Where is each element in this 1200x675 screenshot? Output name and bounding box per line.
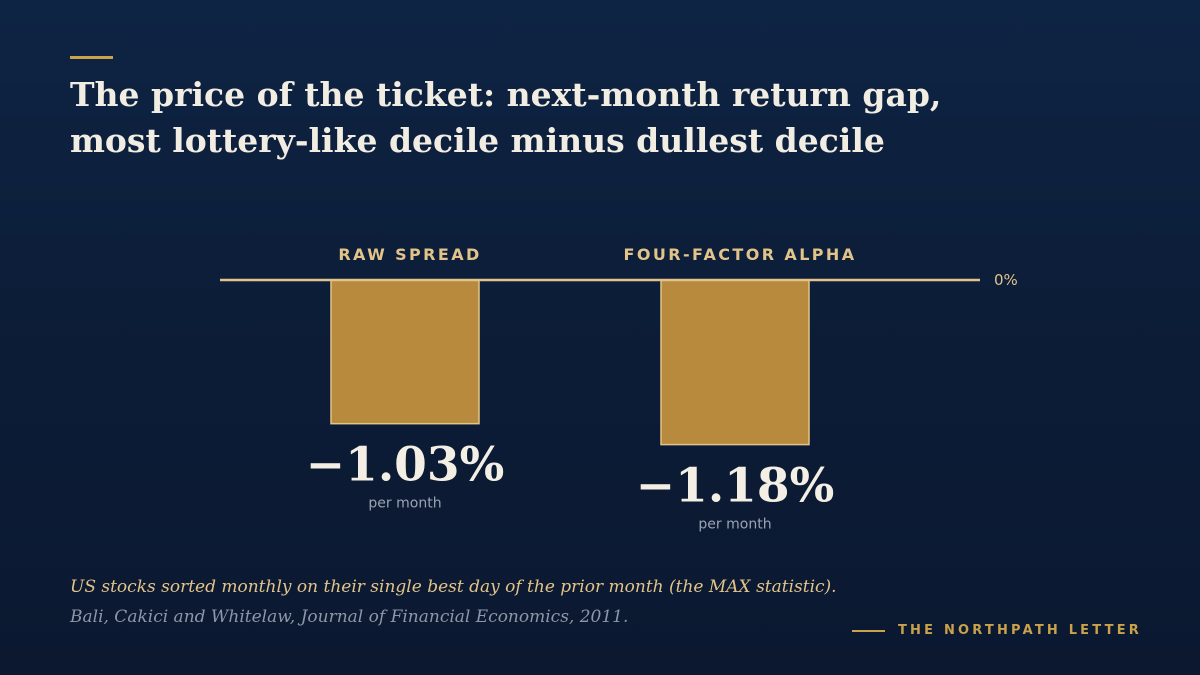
bar-four-factor-alpha [660,279,810,446]
source-citation: Bali, Cakici and Whitelaw, Journal of Fi… [70,607,629,627]
data-label-four-factor-alpha: −1.18% [636,459,835,514]
unit-label-four-factor-alpha: per month [698,517,771,533]
data-label-raw-spread: −1.03% [306,438,505,493]
zero-baseline-label: 0% [994,271,1018,289]
brand-name: THE NORTHPATH LETTER [897,623,1142,638]
chart-title-line-1: The price of the ticket: next-month retu… [70,75,942,114]
brand-rule [851,629,885,632]
chart-title: The price of the ticket: next-month retu… [70,72,1130,164]
chart-title-line-2: most lottery-like decile minus dullest d… [70,121,885,160]
unit-label-raw-spread: per month [368,496,441,512]
brand-mark: THE NORTHPATH LETTER [851,623,1142,638]
category-label-raw-spread: RAW SPREAD [338,245,481,264]
bar-raw-spread [330,279,480,425]
methodology-note: US stocks sorted monthly on their single… [70,577,837,597]
category-label-four-factor-alpha: FOUR-FACTOR ALPHA [624,245,857,264]
title-accent-rule [70,56,113,59]
